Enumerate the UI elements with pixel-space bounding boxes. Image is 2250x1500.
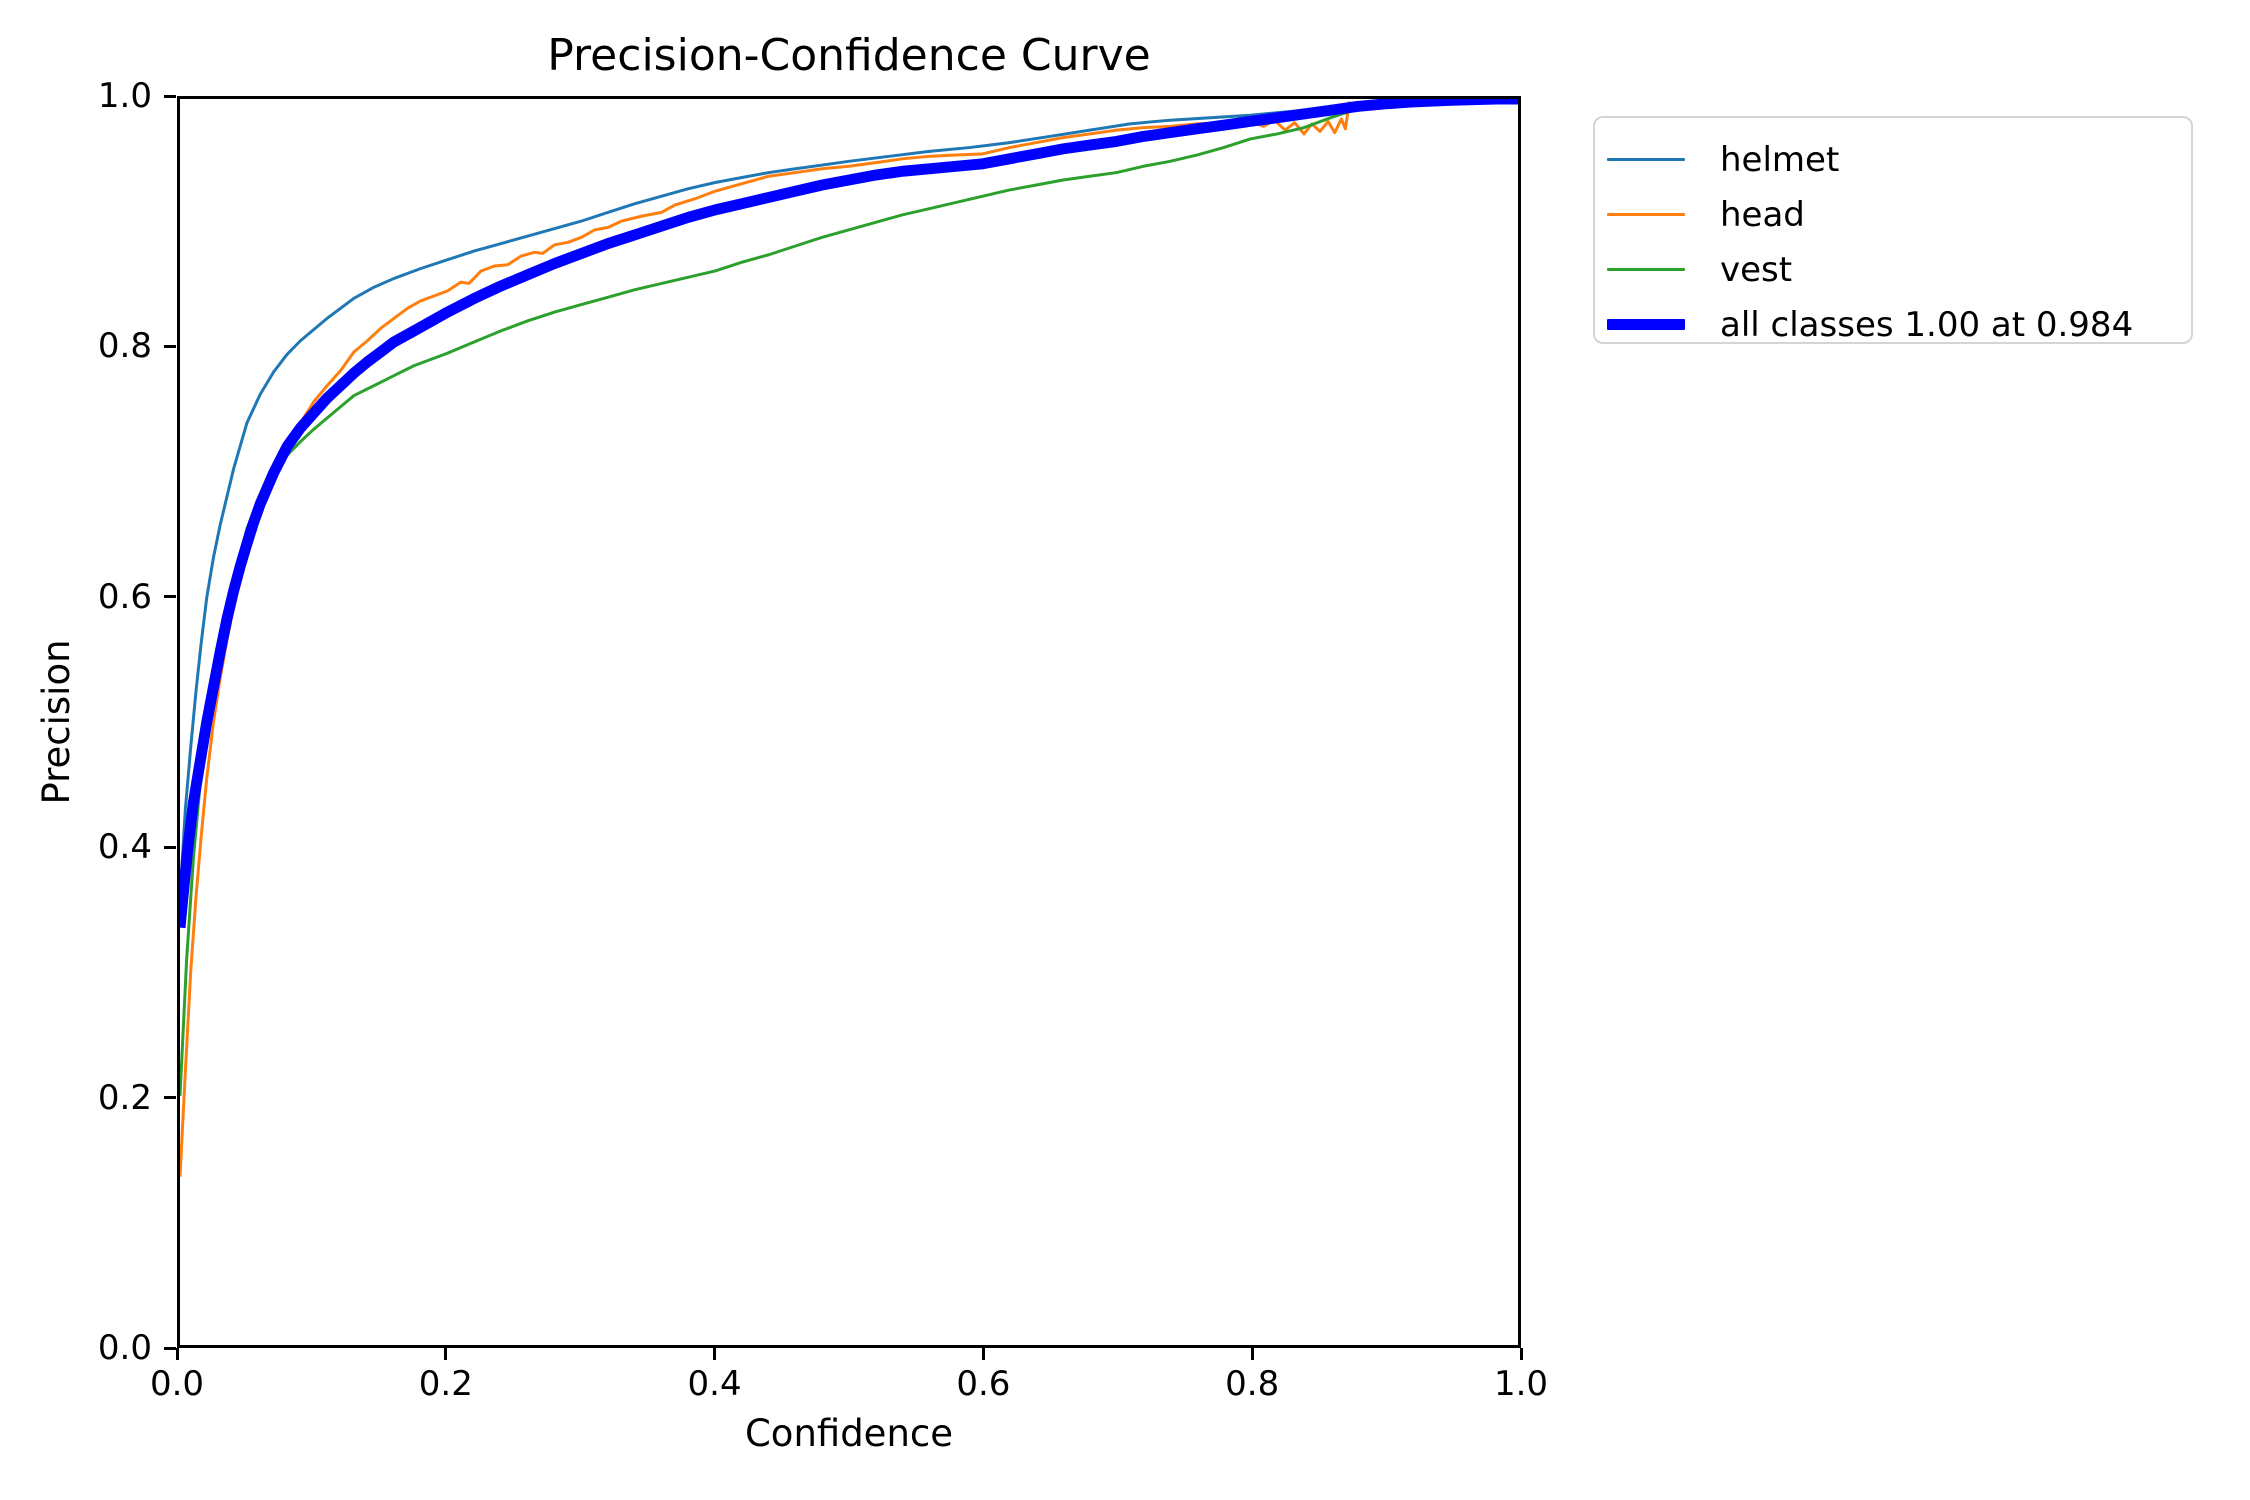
- x-tick-label: 0.2: [418, 1364, 473, 1404]
- y-tick-mark: [164, 344, 176, 348]
- x-tick-label: 0.4: [687, 1364, 742, 1404]
- legend-item-head: head: [1607, 187, 2191, 242]
- y-tick-label: 1.0: [97, 76, 152, 116]
- series-line-all-classes: [180, 99, 1518, 929]
- legend-item-all-classes: all classes 1.00 at 0.984: [1607, 297, 2191, 352]
- legend-label: head: [1720, 194, 1805, 235]
- x-tick-mark: [713, 1348, 717, 1360]
- legend: helmet head vest all classes 1.00 at 0.984: [1593, 116, 2193, 345]
- y-tick-label: 0.2: [97, 1077, 152, 1118]
- legend-label: vest: [1720, 249, 1793, 290]
- y-tick-label: 0.4: [97, 827, 152, 868]
- legend-swatch-wrap: [1607, 213, 1685, 216]
- legend-label: helmet: [1720, 139, 1840, 180]
- x-tick-mark: [981, 1348, 985, 1360]
- y-tick-label: 0.8: [97, 326, 152, 367]
- series-line-vest: [180, 99, 1518, 1096]
- legend-item-helmet: helmet: [1607, 132, 2191, 187]
- x-tick-mark: [1250, 1348, 1254, 1360]
- legend-label: all classes 1.00 at 0.984: [1720, 304, 2134, 345]
- x-tick-label: 1.0: [1493, 1364, 1549, 1404]
- legend-line-swatch: [1607, 213, 1685, 216]
- x-axis-label: Confidence: [744, 1412, 954, 1455]
- x-tick-mark: [175, 1348, 179, 1360]
- x-tick-mark: [444, 1348, 448, 1360]
- legend-line-swatch: [1607, 319, 1685, 330]
- x-tick-label: 0.6: [956, 1364, 1011, 1404]
- y-tick-mark: [164, 1346, 176, 1350]
- y-tick-mark: [164, 845, 176, 849]
- chart-title: Precision-Confidence Curve: [547, 30, 1151, 81]
- legend-swatch-wrap: [1607, 319, 1685, 330]
- legend-swatch-wrap: [1607, 158, 1685, 161]
- x-tick-mark: [1519, 1348, 1523, 1360]
- y-tick-mark: [164, 1096, 176, 1100]
- legend-line-swatch: [1607, 158, 1685, 161]
- legend-line-swatch: [1607, 268, 1685, 271]
- curves-canvas: [180, 99, 1518, 1177]
- y-tick-mark: [164, 94, 176, 98]
- y-axis-label: Precision: [35, 639, 78, 805]
- y-tick-label: 0.0: [97, 1328, 152, 1368]
- x-tick-label: 0.8: [1225, 1364, 1280, 1404]
- y-tick-label: 0.6: [97, 576, 152, 617]
- y-tick-mark: [164, 595, 176, 599]
- series-line-head: [180, 101, 1351, 1177]
- legend-rows: helmet head vest all classes 1.00 at 0.984: [1607, 132, 2191, 352]
- legend-swatch-wrap: [1607, 268, 1685, 271]
- plot-area: [177, 96, 1521, 1348]
- legend-item-vest: vest: [1607, 242, 2191, 297]
- x-tick-label: 0.0: [149, 1364, 205, 1404]
- series-line-helmet: [180, 99, 1518, 897]
